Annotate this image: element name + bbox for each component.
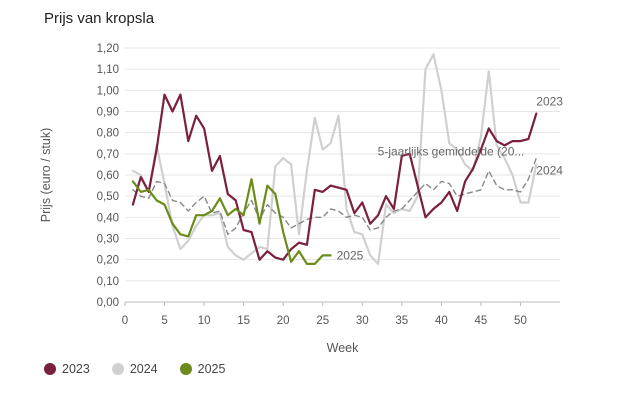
- legend-item-2023[interactable]: 2023: [44, 362, 90, 376]
- series-end-label: 2023: [536, 95, 563, 109]
- x-tick-label: 40: [435, 315, 448, 327]
- series-line-2025: [131, 178, 332, 265]
- y-tick-label: 0,40: [97, 212, 119, 224]
- x-tick-label: 25: [316, 315, 329, 327]
- y-axis-label: Prijs (euro / stuk): [39, 128, 53, 222]
- y-tick-label: 0,50: [97, 191, 119, 203]
- series-line-2023: [131, 93, 538, 261]
- y-tick-label: 1,20: [97, 43, 119, 55]
- y-tick-label: 1,00: [97, 85, 119, 97]
- y-tick-label: 0,20: [97, 255, 119, 267]
- x-tick-label: 35: [395, 315, 408, 327]
- y-tick-label: 0,70: [97, 149, 119, 161]
- y-tick-label: 0,30: [97, 234, 119, 246]
- y-tick-label: 0,10: [97, 276, 119, 288]
- x-tick-label: 50: [514, 315, 527, 327]
- y-tick-label: 1,10: [97, 64, 119, 76]
- series-end-label: 5-jaarlijks gemiddelde (20...: [378, 145, 525, 159]
- series-end-label: 2024: [536, 163, 563, 177]
- x-tick-label: 45: [475, 315, 488, 327]
- y-tick-label: 0,60: [97, 170, 119, 182]
- legend-label-2023: 2023: [62, 362, 90, 376]
- y-tick-label: 0,80: [97, 128, 119, 140]
- x-tick-label: 15: [237, 315, 250, 327]
- legend-item-2024[interactable]: 2024: [111, 362, 158, 376]
- legend-label-2025: 2025: [197, 362, 226, 376]
- legend-label-2024: 2024: [129, 362, 158, 376]
- legend-swatch-2025: [179, 363, 192, 375]
- chart-title: Prijs van kropsla: [44, 10, 155, 27]
- x-tick-label: 5: [161, 315, 167, 327]
- series-end-label: 2025: [337, 248, 364, 262]
- legend-swatch-2024: [111, 363, 124, 375]
- legend-swatch-2023: [44, 363, 56, 375]
- x-axis-label: Week: [327, 341, 359, 355]
- x-tick-label: 0: [122, 315, 128, 327]
- series-line-5-jaarlijks-gemiddelde: [132, 157, 537, 236]
- x-tick-label: 10: [198, 315, 211, 327]
- legend: 2023 2024 2025: [44, 362, 225, 376]
- y-tick-label: 0,90: [97, 107, 119, 119]
- x-tick-label: 30: [356, 315, 369, 327]
- y-tick-label: 0,00: [97, 297, 119, 309]
- series-line-2024: [131, 53, 538, 265]
- legend-item-2025[interactable]: 2025: [179, 362, 226, 376]
- x-tick-label: 20: [277, 315, 290, 327]
